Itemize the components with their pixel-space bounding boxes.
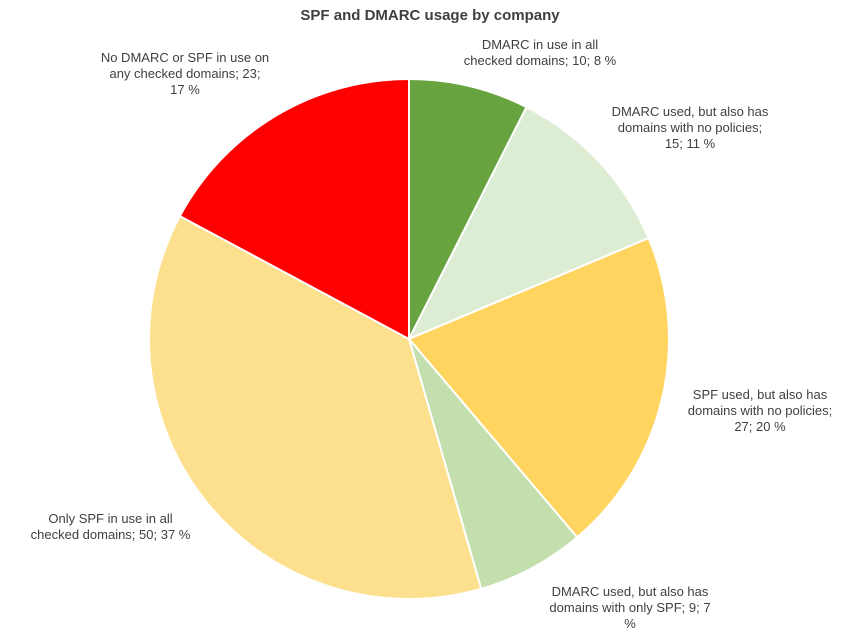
slice-dmarc-no-policies <box>406 105 650 341</box>
slice-label-no-dmarc-spf: No DMARC or SPF in use on any checked do… <box>100 50 270 97</box>
slice-spf-no-policies <box>407 236 670 539</box>
slice-dmarc-all <box>408 77 528 340</box>
slice-label-dmarc-all: DMARC in use in all checked domains; 10;… <box>463 37 617 68</box>
chart-title: SPF and DMARC usage by company <box>300 7 560 24</box>
slice-only-spf <box>148 214 483 600</box>
slice-label-dmarc-no-policies: DMARC used, but also has domains with no… <box>611 104 769 151</box>
slice-label-dmarc-only-spf: DMARC used, but also has domains with on… <box>549 584 711 631</box>
slice-label-only-spf: Only SPF in use in all checked domains; … <box>30 511 191 542</box>
slice-no-dmarc-spf <box>178 77 410 341</box>
slice-dmarc-only-spf <box>408 338 579 591</box>
slice-label-spf-no-policies: SPF used, but also has domains with no p… <box>687 387 833 434</box>
